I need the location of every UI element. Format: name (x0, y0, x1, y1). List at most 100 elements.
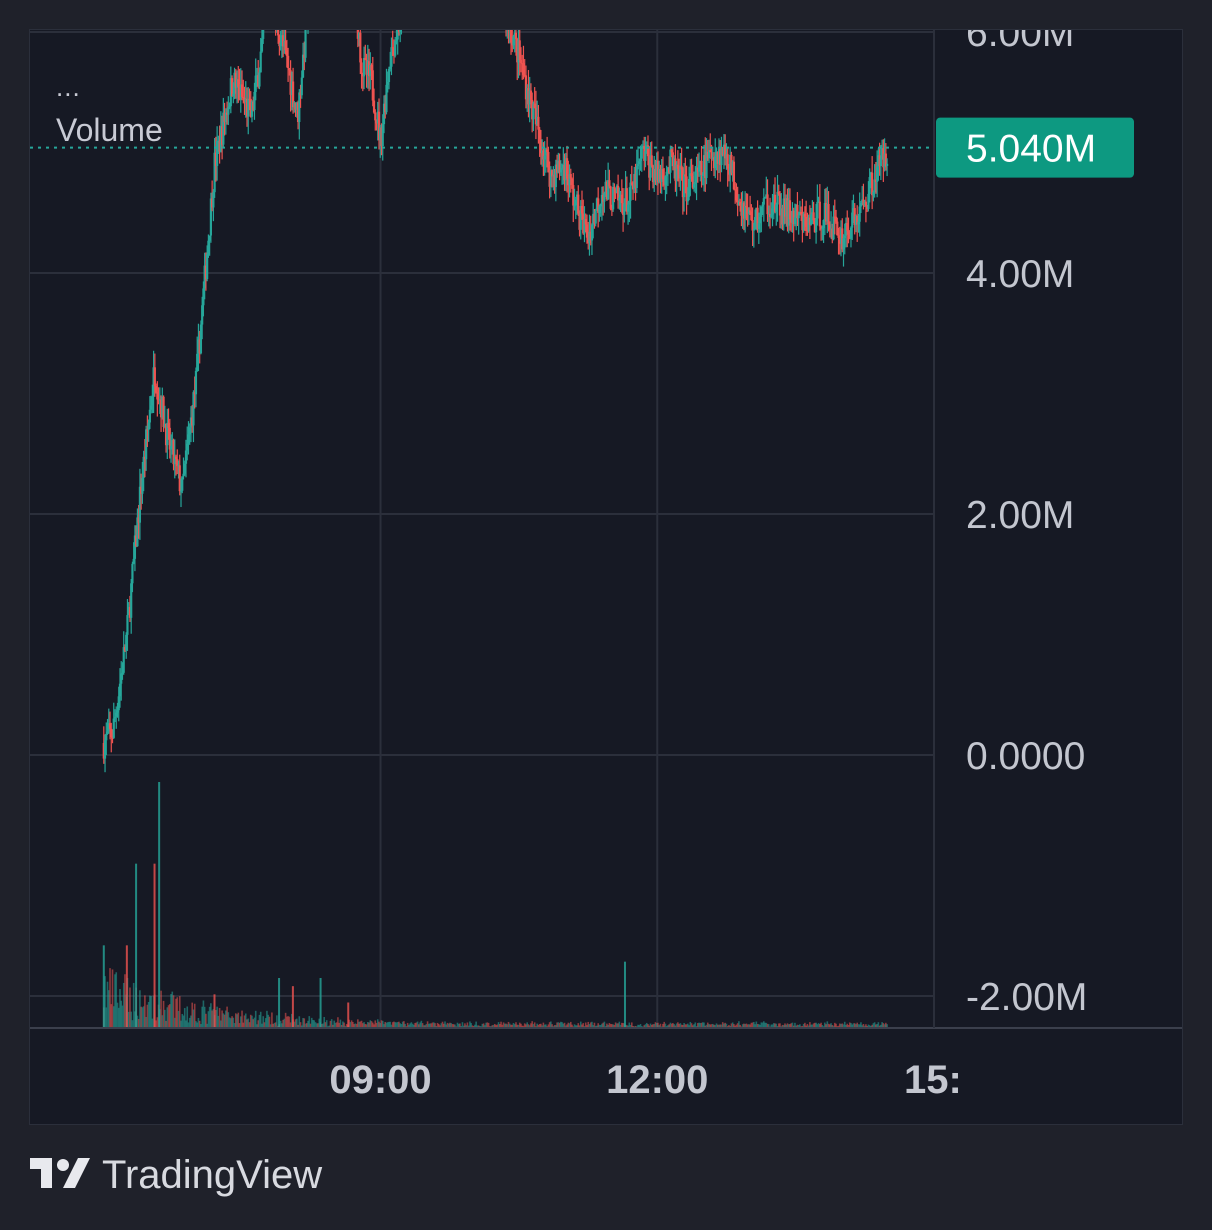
volume-bar (360, 1020, 363, 1027)
volume-bar (779, 1023, 781, 1027)
volume-bar (344, 1025, 347, 1027)
candle-body (303, 54, 306, 58)
candle-body (766, 194, 769, 215)
volume-bar (617, 1023, 619, 1027)
x-tick-label: 09:00 (329, 1058, 431, 1102)
candle-body (146, 429, 149, 431)
volume-bar (530, 1023, 532, 1027)
volume-bar (109, 968, 111, 1027)
volume-bar (391, 1022, 394, 1027)
candle-body (695, 167, 698, 183)
candle-body (833, 216, 836, 218)
volume-bar (533, 1022, 536, 1027)
candle-body (859, 202, 863, 207)
candle-body (683, 174, 686, 198)
candle-body (858, 206, 861, 222)
candle-body (229, 78, 232, 107)
candle-body (565, 158, 569, 179)
brand-footer[interactable]: TradingView (30, 1150, 322, 1200)
candle-body (631, 182, 635, 190)
legend-menu-dots[interactable]: ... (56, 72, 81, 102)
candle-body (883, 153, 886, 168)
candle-body (516, 39, 519, 63)
volume-bar (237, 1012, 240, 1027)
volume-bar (484, 1025, 486, 1027)
candle-body (689, 173, 692, 179)
candle-body (156, 392, 159, 400)
candle-body (619, 194, 622, 198)
candle-body (189, 417, 193, 428)
candle-body (542, 150, 545, 160)
volume-bar (829, 1024, 831, 1027)
candle-body (371, 70, 374, 101)
volume-bar (333, 1020, 335, 1027)
volume-bar (161, 1015, 164, 1027)
candle-body (714, 156, 717, 169)
candle-body (847, 230, 850, 235)
candle-body (153, 367, 156, 386)
volume-bar (657, 1022, 659, 1027)
volume-bar (467, 1025, 470, 1027)
candle-body (224, 112, 227, 122)
volume-bar (228, 1017, 231, 1027)
legend-title[interactable]: Volume (56, 112, 163, 148)
volume-bar (287, 1016, 289, 1027)
candle-body (112, 718, 115, 738)
candle-body (232, 93, 235, 96)
volume-bar (317, 1023, 319, 1027)
volume-spike (347, 1002, 350, 1027)
volume-bar (611, 1024, 613, 1027)
volume-bar (173, 1017, 176, 1027)
candle-body (214, 152, 217, 166)
candle-body (509, 30, 513, 43)
candle-body (377, 111, 381, 141)
volume-bar (236, 1014, 238, 1027)
volume-bar (409, 1023, 411, 1027)
candle-body (133, 535, 137, 559)
volume-bar (832, 1025, 835, 1027)
volume-bar (139, 990, 141, 1027)
candle-body (674, 158, 677, 181)
candle-body (846, 223, 849, 231)
chart-svg[interactable]: 12.00M10.00M8.00M6.00M4.00M2.00M0.0000-2… (30, 30, 1182, 1124)
volume-bar (424, 1025, 426, 1027)
candle-body (126, 615, 129, 635)
candle-body (885, 163, 889, 166)
volume-bar (583, 1026, 586, 1027)
candle-body (590, 224, 594, 241)
candle-body (517, 40, 520, 63)
volume-bar (343, 1022, 345, 1027)
volume-bar (358, 1021, 360, 1027)
volume-bar (435, 1025, 438, 1027)
volume-bar (513, 1024, 516, 1027)
volume-bar (845, 1025, 847, 1027)
candle-body (577, 194, 580, 214)
candle-body (617, 185, 620, 201)
indicator-legend[interactable]: ... Volume (56, 74, 163, 149)
candle-body (871, 172, 874, 196)
volume-bar (771, 1024, 774, 1027)
candle-body (519, 59, 523, 64)
candle-body (282, 35, 285, 47)
candle-body (592, 213, 595, 225)
volume-bar (675, 1023, 678, 1027)
volume-bar (177, 1010, 180, 1027)
volume-bar (708, 1024, 710, 1027)
volume-bar (550, 1021, 552, 1027)
volume-bar (822, 1026, 825, 1027)
volume-bar (197, 1018, 200, 1027)
candle-body (587, 237, 590, 243)
candle-body (879, 158, 882, 167)
volume-bar (811, 1024, 814, 1027)
volume-bar (827, 1023, 830, 1027)
volume-bar (538, 1023, 541, 1027)
candle-body (225, 112, 229, 115)
candle-body (821, 228, 824, 230)
volume-bar (759, 1024, 761, 1027)
candle-body (564, 158, 567, 181)
chart-panel[interactable]: 12.00M10.00M8.00M6.00M4.00M2.00M0.0000-2… (29, 29, 1183, 1125)
candle-body (136, 517, 139, 547)
volume-bar (787, 1024, 790, 1027)
volume-bar (342, 1021, 344, 1027)
volume-bar (663, 1021, 665, 1027)
